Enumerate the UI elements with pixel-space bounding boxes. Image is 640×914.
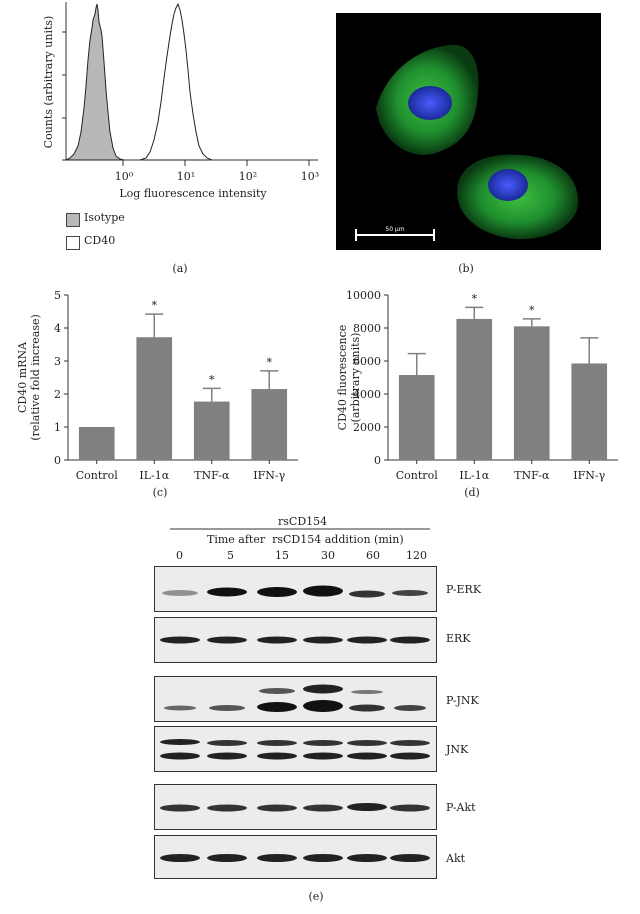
caption-a: (a) (172, 262, 188, 275)
fluor-chart-bar (513, 326, 550, 460)
hist-xtick-1: 10¹ (177, 170, 195, 183)
isotype-histogram (65, 3, 125, 161)
mrna-chart-ytick-label: 5 (54, 289, 61, 302)
wb-time-label: Time after rsCD154 addition (min) (207, 533, 404, 546)
scale-bar-label: 50 μm (385, 226, 404, 233)
legend-swatch-cd40 (66, 236, 80, 250)
hist-xlabel: Log fluorescence intensity (119, 187, 267, 200)
mrna-chart-bar (136, 337, 173, 460)
blot-label-akt: Akt (446, 852, 466, 865)
mrna-chart-ytick-label: 1 (54, 421, 61, 434)
caption-e: (e) (308, 890, 324, 903)
blot-label-p-akt: P-Akt (446, 801, 476, 814)
fluor-chart-xtick-label: TNF-α (514, 469, 550, 482)
fluor-chart-ylabel: CD40 fluorescence(arbitrary units) (336, 325, 362, 431)
wb-treatment-line (170, 528, 430, 530)
blot-p-akt (154, 784, 437, 830)
fluor-chart-significance-star: * (472, 292, 478, 305)
mrna-chart-bar (251, 389, 288, 460)
mrna-chart-xtick-label: TNF-α (194, 469, 230, 482)
cd40-histogram (139, 2, 213, 161)
caption-b: (b) (458, 262, 474, 275)
hist-xtick-2: 10² (239, 170, 257, 183)
mrna-chart-ylabel: CD40 mRNA(relative fold increase) (16, 314, 42, 441)
fluor-chart-ylabel-line: (arbitrary units) (349, 333, 362, 423)
mrna-chart-xtick-label: IL-1α (139, 469, 169, 482)
wb-time-30: 30 (321, 549, 335, 562)
hist-xtick-0: 10⁰ (115, 170, 134, 183)
fluor-chart-ytick-label: 8000 (353, 322, 381, 335)
mrna-chart-significance-star: * (209, 373, 215, 386)
mrna-chart-ylabel-line: (relative fold increase) (29, 314, 42, 441)
wb-time-120: 120 (406, 549, 427, 562)
wb-time-5: 5 (227, 549, 234, 562)
blot-akt (154, 835, 437, 879)
caption-c: (c) (152, 486, 168, 499)
fluor-chart-bar (571, 363, 608, 460)
mrna-chart-significance-star: * (267, 356, 273, 369)
histogram-panel-a: 10⁰ 10¹ 10² 10³ Log fluorescence intensi… (42, 2, 319, 200)
fluor-chart-ytick-label: 4000 (353, 388, 381, 401)
wb-treatment-label: rsCD154 (278, 515, 328, 528)
fluor-chart-significance-star: * (529, 304, 535, 317)
fluor-chart-ytick-label: 2000 (353, 421, 381, 434)
caption-d: (d) (464, 486, 480, 499)
fluor-chart-ytick-label: 10000 (346, 289, 381, 302)
mrna-chart-xtick-label: Control (76, 469, 118, 482)
blot-erk (154, 617, 437, 663)
mrna-chart-bar (193, 401, 230, 460)
mrna-chart-ylabel-line: CD40 mRNA (16, 341, 29, 413)
blot-label-erk: ERK (446, 632, 471, 645)
mrna-chart-ytick-label: 4 (54, 322, 61, 335)
nucleus-1 (408, 86, 452, 120)
legend-label-cd40: CD40 (84, 234, 116, 247)
blot-label-p-jnk: P-JNK (446, 694, 479, 707)
legend-label-isotype: Isotype (84, 211, 125, 224)
blot-label-jnk: JNK (446, 743, 469, 756)
fluor-chart-ytick-label: 0 (374, 454, 381, 467)
legend-swatch-isotype (66, 213, 80, 227)
mrna-chart-significance-star: * (152, 299, 158, 312)
mrna-chart-bar (78, 427, 115, 460)
mrna-chart-ytick-label: 2 (54, 388, 61, 401)
fluorescence-micrograph: 50 μm (336, 13, 601, 250)
wb-time-0: 0 (176, 549, 183, 562)
fluor-chart-ylabel-line: CD40 fluorescence (336, 325, 349, 431)
mrna-chart-xtick-label: IFN-γ (253, 469, 285, 482)
fluor-chart-ytick-label: 6000 (353, 355, 381, 368)
blot-p-erk (154, 566, 437, 612)
blot-p-jnk (154, 676, 437, 722)
hist-xtick-3: 10³ (301, 170, 319, 183)
fluor-chart-bar (456, 318, 493, 460)
fluor-chart-xtick-label: IL-1α (459, 469, 489, 482)
blot-jnk (154, 726, 437, 772)
wb-time-60: 60 (366, 549, 380, 562)
wb-time-15: 15 (275, 549, 289, 562)
nucleus-2 (488, 169, 528, 201)
fluor-chart-bar (398, 375, 435, 460)
hist-ylabel: Counts (arbitrary units) (42, 16, 55, 149)
bar-chart-cd40-fluorescence: 0 2000 4000 6000 8000 10000 Control * IL-1α * TNF-… (336, 289, 618, 482)
fluor-chart-xtick-label: IFN-γ (573, 469, 605, 482)
mrna-chart-ytick-label: 0 (54, 454, 61, 467)
bar-chart-cd40-mrna: 0 1 2 3 4 5 Control * IL-1α * TNF-α * IFN-γ CD40 mRNA… (16, 289, 298, 482)
blot-label-p-erk: P-ERK (446, 583, 482, 596)
mrna-chart-ytick-label: 3 (54, 355, 61, 368)
fluor-chart-xtick-label: Control (396, 469, 438, 482)
